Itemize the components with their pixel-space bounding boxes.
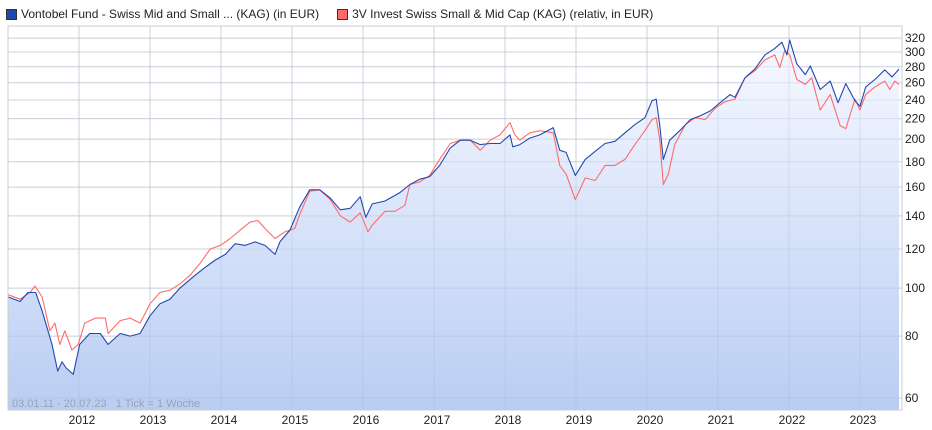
chart-legend: Vontobel Fund - Swiss Mid and Small ... … (6, 7, 653, 21)
series-line-vontobel (7, 39, 900, 375)
y-tick-label: 280 (905, 60, 925, 74)
x-tick-label: 2012 (69, 413, 96, 427)
x-tick-label: 2015 (282, 413, 309, 427)
x-tick-label: 2023 (850, 413, 877, 427)
series-line-3v-invest (7, 49, 900, 351)
legend-label-vontobel: Vontobel Fund - Swiss Mid and Small ... … (21, 7, 320, 21)
legend-item-3v-invest[interactable]: 3V Invest Swiss Small & Mid Cap (KAG) (r… (337, 7, 653, 21)
y-tick-label: 160 (905, 180, 925, 194)
y-tick-label: 120 (905, 242, 925, 256)
y-tick-label: 300 (905, 45, 925, 59)
gridlines-overlay (8, 26, 902, 410)
x-tick-label: 2016 (353, 413, 380, 427)
y-tick-label: 100 (905, 281, 925, 295)
y-tick-label: 200 (905, 132, 925, 146)
x-tick-label: 2019 (566, 413, 593, 427)
y-tick-label: 320 (905, 31, 925, 45)
plot-border (7, 25, 903, 411)
y-tick-label: 220 (905, 112, 925, 126)
legend-item-vontobel[interactable]: Vontobel Fund - Swiss Mid and Small ... … (6, 7, 319, 21)
y-tick-label: 60 (905, 391, 919, 405)
series-lines (7, 39, 900, 375)
y-tick-label: 180 (905, 155, 925, 169)
x-tick-label: 2021 (708, 413, 735, 427)
x-tick-label: 2014 (211, 413, 238, 427)
y-tick-label: 80 (905, 329, 919, 343)
y-tick-label: 240 (905, 93, 925, 107)
x-tick-label: 2018 (495, 413, 522, 427)
x-tick-label: 2020 (637, 413, 664, 427)
legend-swatch-blue (6, 8, 17, 20)
x-axis-ticks: 2012 2013 2014 2015 2016 2017 2018 2019 2020 2021… (69, 413, 877, 427)
x-tick-label: 2017 (424, 413, 451, 427)
x-tick-label: 2013 (140, 413, 167, 427)
area-fill-vontobel (8, 40, 900, 410)
x-tick-label: 2022 (779, 413, 806, 427)
legend-swatch-red (337, 8, 349, 20)
legend-label-3v-invest: 3V Invest Swiss Small & Mid Cap (KAG) (r… (352, 7, 654, 21)
chart-footer: 03.01.11 - 20.07.23 1 Tick = 1 Woche (12, 398, 200, 410)
y-tick-label: 140 (905, 209, 925, 223)
y-tick-label: 260 (905, 76, 925, 90)
